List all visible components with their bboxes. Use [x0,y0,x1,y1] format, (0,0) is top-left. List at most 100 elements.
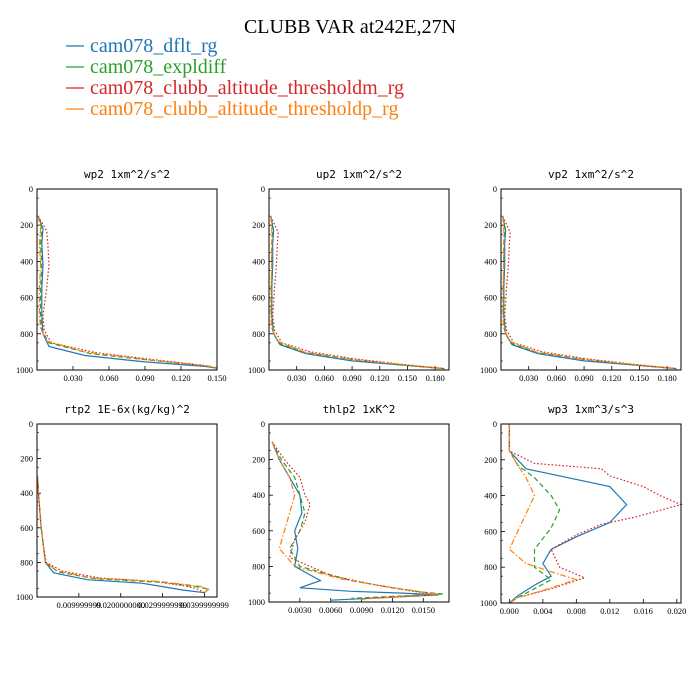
x-tick-label: 0.060 [315,373,334,383]
x-tick-label: 0.030 [519,373,538,383]
y-tick-label: 600 [484,526,497,536]
legend: cam078_dflt_rgcam078_expldiffcam078_club… [66,35,404,120]
y-tick-label: 0 [29,419,33,429]
x-tick-label: 0.0299999999 [138,600,187,610]
y-tick-label: 0 [261,419,265,429]
y-tick-label: 600 [252,293,265,303]
y-tick-label: 1000 [16,365,33,375]
series-line [37,216,218,369]
x-tick-label: 0.000 [500,606,519,616]
y-tick-label: 600 [484,293,497,303]
x-tick-label: 0.030 [63,373,82,383]
plot-frame [268,423,450,603]
x-tick-label: 0.150 [398,373,417,383]
y-tick-label: 400 [252,490,265,500]
x-tick-label: 0.012 [600,606,619,616]
series-line [37,216,218,369]
panel-title: wp3 1xm^3/s^3 [548,403,634,416]
panel: vp2 1xm^2/s^2 0 200 400 600 800 1000 0.030 0.060… [480,168,682,383]
plot-frame [268,188,450,371]
x-tick-label: 0.0150 [412,605,435,615]
y-tick-label: 0 [261,184,265,194]
legend-entry: cam078_clubb_altitude_thresholdp_rg [90,98,398,120]
y-tick-label: 800 [20,557,33,567]
series-line [37,215,218,369]
panels: wp2 1xm^2/s^2 0 200 400 600 800 1000 0.030 0.060… [16,168,686,616]
panel-title: rtp2 1E-6x(kg/kg)^2 [64,403,190,416]
series-line [270,216,445,370]
series-group [270,215,445,370]
y-tick-label: 1000 [480,598,497,608]
x-tick-label: 0.120 [370,373,389,383]
y-tick-label: 0 [493,419,497,429]
x-tick-label: 0.150 [630,373,649,383]
y-tick-label: 1000 [480,365,497,375]
x-tick-label: 0.0200000000 [96,600,145,610]
x-tick-label: 0.008 [567,606,586,616]
x-tick-label: 0.060 [547,373,566,383]
y-tick-label: 800 [484,562,497,572]
y-tick-label: 200 [484,220,497,230]
y-tick-label: 200 [484,455,497,465]
plot-frame [36,423,218,598]
series-group [271,441,444,601]
y-tick-label: 200 [20,220,33,230]
series-line [270,216,445,370]
y-tick-label: 400 [20,256,33,266]
y-tick-label: 0 [29,184,33,194]
series-line [508,424,683,604]
y-tick-label: 800 [20,329,33,339]
y-tick-label: 400 [484,256,497,266]
panel: up2 1xm^2/s^2 0 200 400 600 800 1000 0.030 0.060… [248,168,450,383]
y-tick-label: 800 [484,329,497,339]
panel-title: thlp2 1xK^2 [323,403,396,416]
series-line [502,216,677,370]
panel: rtp2 1E-6x(kg/kg)^2 0 200 400 600 800 1000 0.00… [16,403,229,610]
x-tick-label: 0.0120 [381,605,404,615]
series-group [508,424,683,604]
x-tick-label: 0.060 [99,373,118,383]
plot-frame [500,423,682,604]
panel-title: up2 1xm^2/s^2 [316,168,402,181]
x-tick-label: 0.004 [533,606,553,616]
y-tick-label: 200 [20,454,33,464]
x-tick-label: 0.0060 [319,605,342,615]
plot-frame [36,188,218,371]
y-tick-label: 1000 [248,365,265,375]
x-tick-label: 0.016 [634,606,653,616]
y-tick-label: 1000 [16,592,33,602]
series-line [502,216,677,370]
series-line [270,215,445,370]
legend-entry: cam078_clubb_altitude_thresholdm_rg [90,77,404,99]
series-line [502,216,677,370]
y-tick-label: 200 [252,455,265,465]
panel-title: vp2 1xm^2/s^2 [548,168,634,181]
x-tick-label: 0.090 [343,373,362,383]
panel-title: wp2 1xm^2/s^2 [84,168,170,181]
x-tick-label: 0.180 [658,373,677,383]
y-tick-label: 400 [484,491,497,501]
y-tick-label: 400 [252,256,265,266]
series-line [36,475,210,594]
y-tick-label: 600 [20,293,33,303]
panel: thlp2 1xK^2 0 200 400 600 800 1000 0.0030 0.0060… [248,403,450,615]
plot-frame [500,188,682,371]
x-tick-label: 0.020 [667,606,686,616]
series-group [502,215,677,370]
series-line [508,424,579,604]
series-group [37,215,218,369]
y-tick-label: 0 [493,184,497,194]
series-group [36,475,210,594]
panel: wp2 1xm^2/s^2 0 200 400 600 800 1000 0.030 0.060… [16,168,227,383]
legend-entry: cam078_dflt_rg [90,35,217,57]
series-line [271,441,439,601]
x-tick-label: 0.0090 [350,605,373,615]
series-line [36,475,205,594]
legend-entry: cam078_expldiff [90,56,227,78]
series-line [271,441,439,600]
y-tick-label: 800 [252,329,265,339]
figure-title: CLUBB VAR at242E,27N [244,16,456,38]
series-line [508,424,628,604]
